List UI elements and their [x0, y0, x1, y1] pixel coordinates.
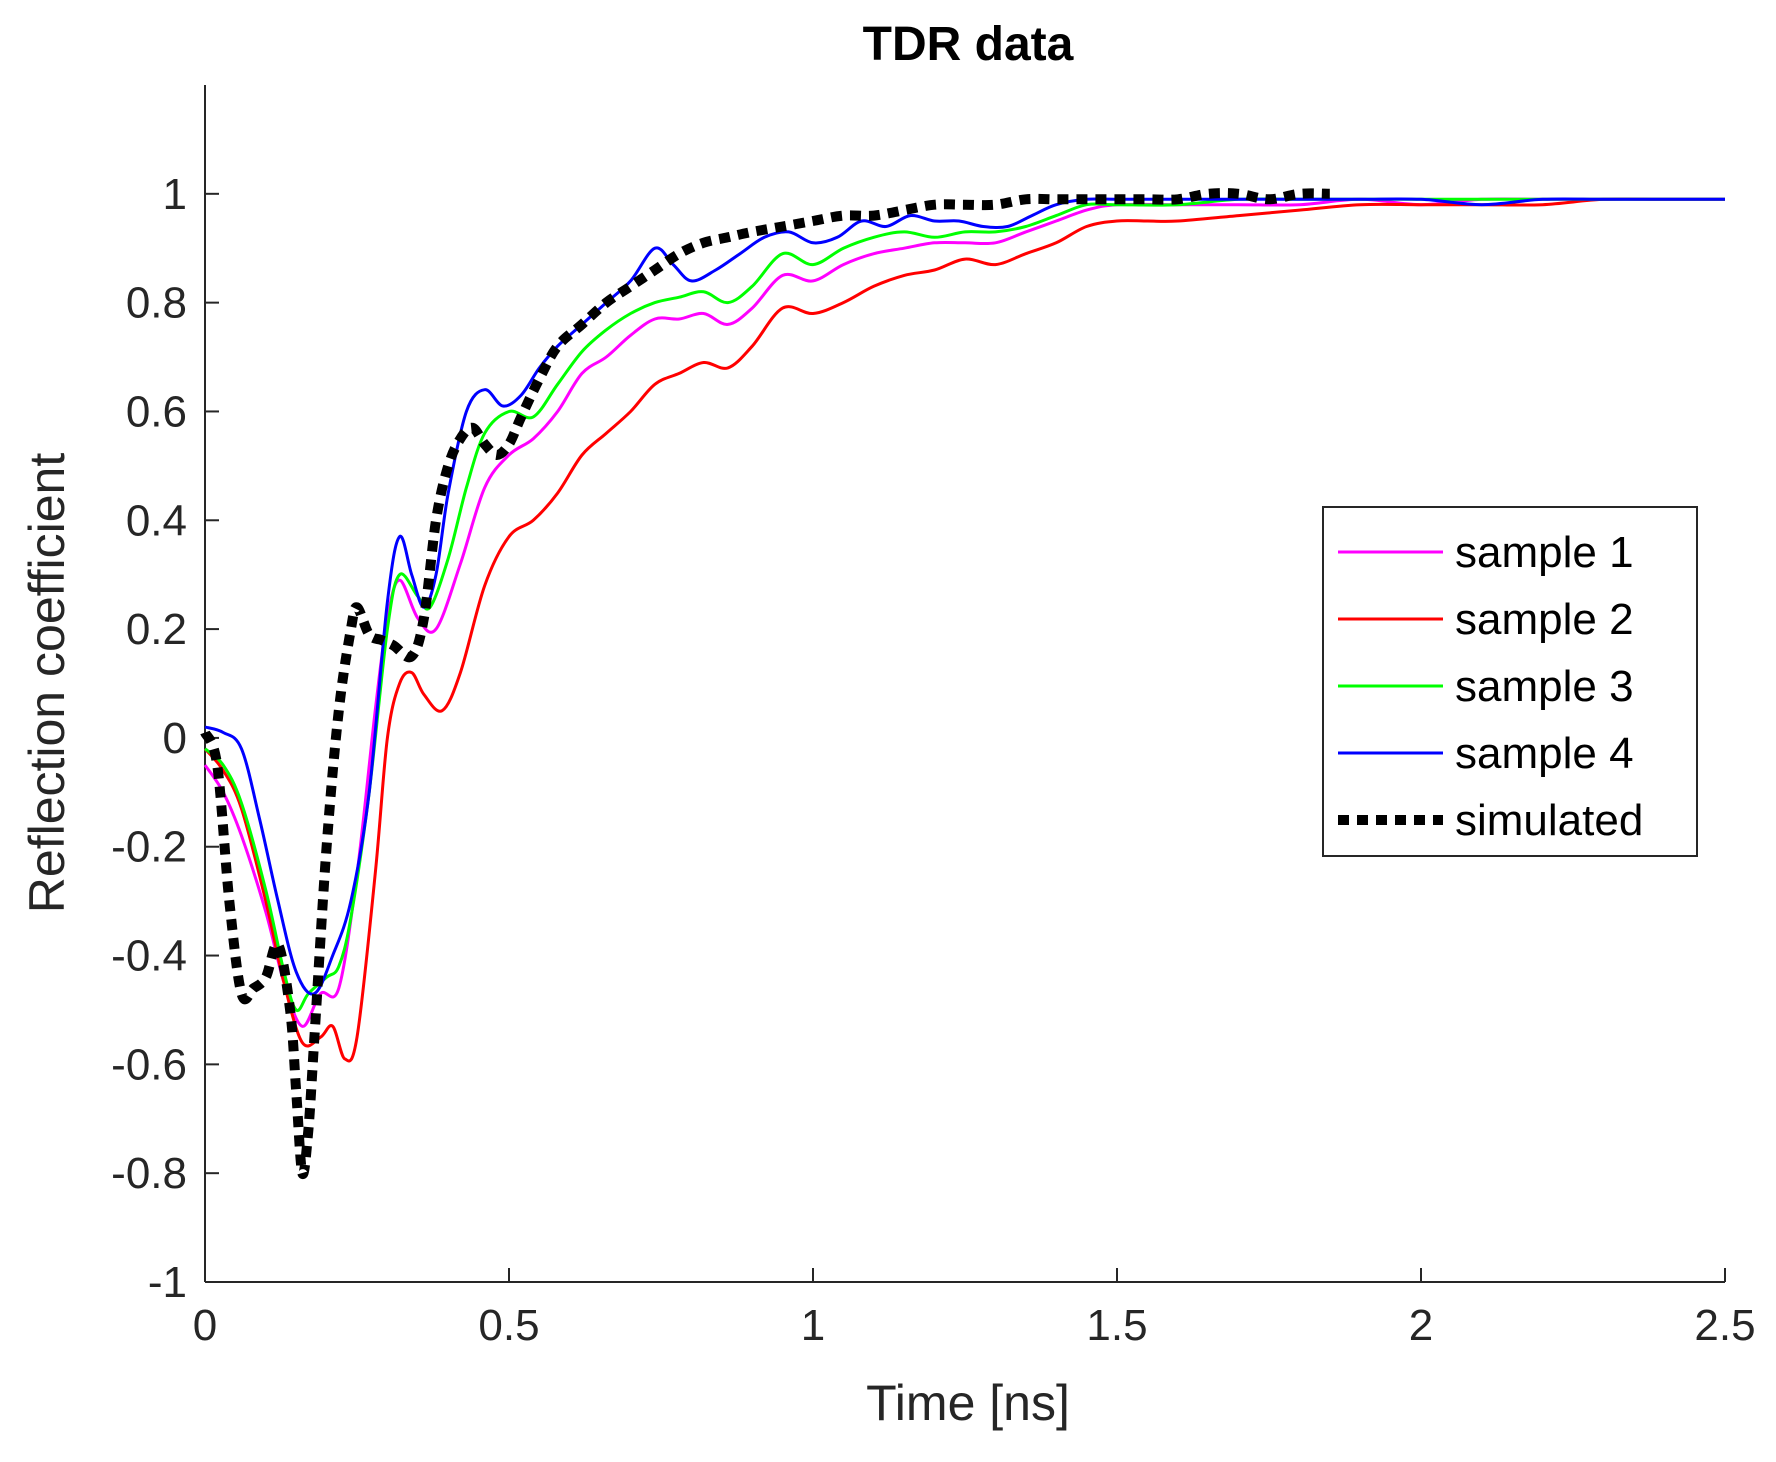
- y-tick-label: 1: [163, 170, 187, 219]
- y-tick-label: -0.4: [111, 932, 187, 981]
- x-tick-label: 1: [801, 1301, 825, 1350]
- y-axis-label: Reflection coefficient: [19, 453, 75, 914]
- x-axis-label: Time [ns]: [866, 1375, 1070, 1431]
- x-tick-label: 2: [1409, 1301, 1433, 1350]
- x-tick-label: 0: [193, 1301, 217, 1350]
- plot-lines: [200, 188, 1725, 1180]
- y-tick-label: -0.6: [111, 1040, 187, 1089]
- series-line-sample-3: [203, 197, 1725, 1013]
- y-tick-label: 0.4: [126, 496, 187, 545]
- x-axis-ticks: 0 0.5 1 1.5 2 2.5: [193, 1268, 1756, 1350]
- chart-title: TDR data: [863, 18, 1074, 71]
- axes: [204, 85, 1725, 1283]
- x-tick-label: 2.5: [1694, 1301, 1755, 1350]
- x-tick-label: 0.5: [478, 1301, 539, 1350]
- x-tick-label: 1.5: [1086, 1301, 1147, 1350]
- y-tick-label: -0.2: [111, 823, 187, 872]
- series-line-sample-2: [203, 197, 1725, 1063]
- legend-label: sample 4: [1455, 729, 1634, 778]
- series-line-simulated: [200, 188, 1330, 1180]
- y-tick-label: 0: [163, 714, 187, 763]
- y-tick-label: 0.6: [126, 387, 187, 436]
- legend-label: sample 3: [1455, 662, 1634, 711]
- legend: sample 1 sample 2 sample 3 sample 4 simulate…: [1322, 506, 1698, 857]
- y-tick-label: 0.8: [126, 279, 187, 328]
- y-axis-ticks: -1 -0.8 -0.6 -0.4 -0.2 0 0.2 0.4 0.6 0.8 1: [111, 170, 219, 1307]
- legend-label: sample 2: [1455, 595, 1634, 644]
- legend-box: [1322, 506, 1698, 857]
- y-tick-label: -1: [148, 1258, 187, 1307]
- legend-label: sample 1: [1455, 528, 1634, 577]
- y-tick-label: 0.2: [126, 605, 187, 654]
- legend-label: simulated: [1455, 796, 1643, 845]
- y-tick-label: -0.8: [111, 1149, 187, 1198]
